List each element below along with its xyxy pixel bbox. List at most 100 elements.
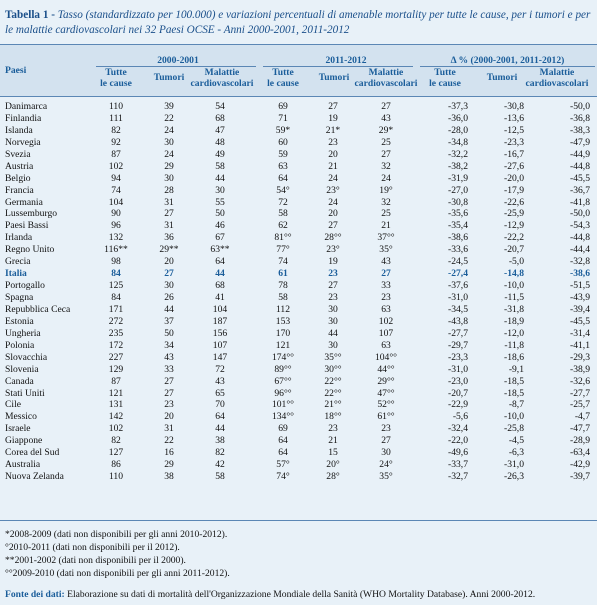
col-header-tutte-line1: Tutte (272, 67, 294, 78)
cell-tutte-2011: 67°° (274, 375, 292, 387)
cell-delta-tumori: -22,6 (504, 196, 524, 208)
table-row: Belgio 94 30 44 64 24 24 -31,9 -20,0 -45,5 (0, 173, 597, 185)
cell-tumori-2000: 38 (164, 471, 174, 483)
cell-malattie-2011: 23 (381, 423, 391, 435)
col-header-malattie-line1: Malattie (368, 67, 404, 78)
cell-delta-tumori: -26,3 (504, 471, 524, 483)
table-row: Estonia 272 37 187 153 30 102 -43,8 -18,9 -45,5 (0, 316, 597, 328)
cell-tumori-2011: 30 (328, 303, 338, 315)
cell-malattie-2011: 43 (381, 256, 391, 268)
cell-malattie-2000: 147 (212, 351, 228, 363)
cell-malattie-2000: 48 (215, 136, 225, 148)
cell-delta-malattie: -38,9 (570, 363, 590, 375)
cell-delta-tumori: -17,9 (504, 184, 524, 196)
cell-tumori-2000: 31 (164, 196, 174, 208)
footnote-4: °°2009-2010 (dati non disponibili per gl… (5, 568, 230, 579)
col-header-tutte-2000: Tutte le cause (93, 67, 139, 89)
cell-malattie-2000: 64 (215, 411, 225, 423)
cell-country: Lussemburgo (5, 208, 58, 220)
cell-delta-tutte: -32,2 (448, 148, 468, 160)
cell-delta-tutte: -24,5 (448, 256, 468, 268)
cell-tumori-2000: 23 (164, 399, 174, 411)
cell-country: Corea del Sud (5, 447, 60, 459)
cell-delta-tumori: -23,3 (504, 136, 524, 148)
table-row: Stati Uniti 121 27 65 96°° 22°° 47°° -20,7 -18,5… (0, 388, 597, 400)
cell-tumori-2011: 19 (328, 112, 338, 124)
cell-tumori-2000: 20 (164, 256, 174, 268)
cell-tumori-2000: 34 (164, 339, 174, 351)
cell-malattie-2011: 23 (381, 292, 391, 303)
cell-tumori-2011: 23 (328, 292, 338, 303)
cell-tutte-2011: 62 (278, 220, 288, 232)
cell-delta-malattie: -50,0 (570, 101, 590, 112)
cell-malattie-2011: 35° (379, 471, 393, 483)
cell-tutte-2011: 57° (276, 459, 290, 471)
footnote-3: **2001-2002 (dati non disponibili per il… (5, 555, 186, 566)
cell-tutte-2011: 134°° (271, 411, 295, 423)
cell-tumori-2011: 22°° (324, 387, 342, 399)
col-header-malattie-line1: Malattie (539, 67, 575, 78)
cell-malattie-2011: 29°° (377, 375, 395, 387)
cell-delta-malattie: -42,9 (570, 459, 590, 471)
cell-country: Cile (5, 399, 21, 411)
cell-tumori-2011: 30 (328, 339, 338, 351)
cell-tutte-2000: 131 (108, 399, 124, 411)
cell-delta-tutte: -23,3 (448, 351, 468, 363)
cell-delta-tutte: -27,0 (448, 184, 468, 196)
cell-delta-tutte: -43,8 (448, 315, 468, 327)
cell-tutte-2011: 170 (275, 327, 291, 339)
source-label: Fonte dei dati: (5, 589, 65, 600)
cell-malattie-2011: 104°° (374, 351, 398, 363)
cell-tutte-2000: 227 (108, 351, 124, 363)
cell-malattie-2011: 61°° (377, 411, 395, 423)
cell-tumori-2011: 24 (328, 172, 338, 184)
table-bottom-rule (0, 520, 597, 521)
cell-delta-tutte: -31,0 (448, 363, 468, 375)
cell-tumori-2000: 43 (164, 351, 174, 363)
cell-delta-tumori: -20,7 (504, 244, 524, 256)
cell-malattie-2011: 25 (381, 136, 391, 148)
cell-malattie-2000: 104 (212, 303, 228, 315)
cell-delta-malattie: -54,3 (570, 220, 590, 232)
cell-country: Austria (5, 160, 34, 172)
table-row: Repubblica Ceca 171 44 104 112 30 63 -34,5 -31,8… (0, 304, 597, 316)
cell-tumori-2000: 31 (164, 220, 174, 232)
table-row: Grecia 98 20 64 74 19 43 -24,5 -5,0 -32,8 (0, 256, 597, 268)
cell-tutte-2011: 59 (278, 148, 288, 160)
cell-delta-tumori: -18,9 (504, 315, 524, 327)
cell-delta-tumori: -25,8 (504, 423, 524, 435)
cell-delta-tumori: -16,7 (504, 148, 524, 160)
cell-tumori-2000: 26 (164, 292, 174, 303)
cell-tumori-2011: 27 (328, 280, 338, 292)
cell-malattie-2011: 27 (381, 148, 391, 160)
cell-malattie-2000: 67 (215, 232, 225, 244)
cell-tutte-2000: 142 (108, 411, 124, 423)
cell-malattie-2011: 32 (381, 160, 391, 172)
cell-malattie-2000: 187 (212, 315, 228, 327)
cell-tumori-2000: 24 (164, 124, 174, 136)
table-row: Israele 102 31 44 69 23 23 -32,4 -25,8 -47,7 (0, 423, 597, 435)
cell-delta-malattie: -44,9 (570, 148, 590, 160)
col-header-malattie-line1: Malattie (204, 67, 240, 78)
table-row: Ungheria 235 50 156 170 44 107 -27,7 -12,0 -31,4 (0, 328, 597, 340)
col-header-tutte-line1: Tutte (105, 67, 127, 78)
cell-malattie-2011: 63 (381, 339, 391, 351)
cell-malattie-2011: 24° (379, 459, 393, 471)
cell-malattie-2000: 82 (215, 447, 225, 459)
cell-tumori-2011: 44 (328, 327, 338, 339)
cell-tumori-2011: 18°° (324, 411, 342, 423)
cell-tutte-2000: 86 (111, 459, 121, 471)
cell-country: Germania (5, 196, 43, 208)
col-header-malattie-line2: cardiovascolari (525, 77, 589, 89)
cell-delta-malattie: -47,7 (570, 423, 590, 435)
table-row: Paesi Bassi 96 31 46 62 27 21 -35,4 -12,9 -54,3 (0, 220, 597, 232)
cell-tutte-2011: 112 (275, 303, 291, 315)
cell-delta-tutte: -31,9 (448, 172, 468, 184)
cell-delta-tutte: -38,2 (448, 160, 468, 172)
col-header-tutte-delta: Tutte le cause (422, 67, 468, 89)
cell-delta-tumori: -30,8 (504, 101, 524, 112)
source-text: Elaborazione su dati di mortalità dell'O… (67, 589, 536, 600)
cell-tumori-2000: 29 (164, 459, 174, 471)
cell-tumori-2000: 24 (164, 148, 174, 160)
table-row: Nuova Zelanda 110 38 58 74° 28° 35° -32,7 -26,3 -… (0, 471, 597, 483)
